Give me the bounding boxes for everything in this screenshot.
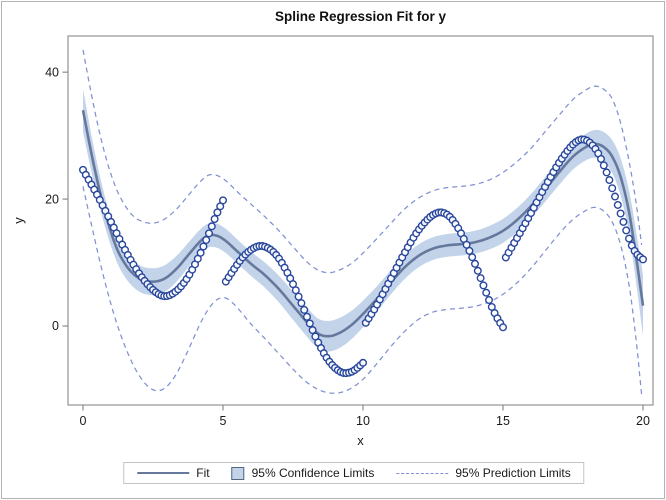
data-point xyxy=(473,266,482,275)
scatter-points xyxy=(79,135,648,378)
data-point xyxy=(485,296,494,305)
x-tick-label: 20 xyxy=(636,414,650,428)
legend-item-fit: Fit xyxy=(137,466,210,480)
y-axis: 0 20 40 y xyxy=(11,65,68,333)
data-point xyxy=(465,246,474,255)
data-point xyxy=(482,288,491,297)
data-point xyxy=(468,253,477,262)
legend-box: Fit 95% Confidence Limits 95% Prediction… xyxy=(123,462,585,484)
data-point xyxy=(199,242,208,251)
data-point xyxy=(300,305,309,314)
x-tick-label: 15 xyxy=(496,414,510,428)
data-point xyxy=(605,176,614,185)
data-point xyxy=(499,323,508,332)
legend-item-confidence: 95% Confidence Limits xyxy=(231,466,375,480)
data-point xyxy=(602,168,611,177)
data-point xyxy=(219,196,228,205)
data-point xyxy=(303,312,312,321)
y-tick-label: 0 xyxy=(52,319,59,333)
data-point xyxy=(308,326,317,335)
y-axis-label: y xyxy=(11,217,26,224)
x-axis-label: x xyxy=(357,433,364,448)
confidence-band xyxy=(83,88,643,352)
data-point xyxy=(294,292,303,301)
data-point xyxy=(476,274,485,283)
data-point xyxy=(297,299,306,308)
data-point xyxy=(616,209,625,218)
data-point xyxy=(479,281,488,290)
data-point xyxy=(210,215,219,224)
chart-title: Spline Regression Fit for y xyxy=(274,9,447,24)
data-point xyxy=(471,259,480,268)
legend-item-prediction: 95% Prediction Limits xyxy=(396,466,571,480)
data-point xyxy=(305,319,314,328)
x-tick-label: 5 xyxy=(220,414,227,428)
upper-prediction-line xyxy=(82,49,643,274)
data-point xyxy=(613,200,622,209)
data-point xyxy=(625,234,634,243)
y-tick-label: 20 xyxy=(45,192,59,206)
plot-inner xyxy=(79,49,648,395)
confidence-band-swatch xyxy=(231,466,245,480)
data-point xyxy=(196,248,205,257)
data-point xyxy=(291,286,300,295)
data-point xyxy=(619,217,628,226)
y-tick-label: 40 xyxy=(45,65,59,79)
plot-frame xyxy=(67,35,654,406)
data-point xyxy=(359,358,368,367)
prediction-line-swatch xyxy=(396,472,449,474)
data-point xyxy=(202,235,211,244)
x-tick-label: 0 xyxy=(80,414,87,428)
x-axis: 0 5 10 15 20 x xyxy=(80,405,650,448)
x-tick-label: 10 xyxy=(356,414,370,428)
data-point xyxy=(622,226,631,235)
legend-label-prediction: 95% Prediction Limits xyxy=(455,466,571,480)
data-point xyxy=(205,229,214,238)
legend-label-confidence: 95% Confidence Limits xyxy=(251,466,375,480)
data-point xyxy=(599,161,608,170)
lower-prediction-line xyxy=(82,186,643,395)
data-point xyxy=(608,184,617,193)
data-point xyxy=(597,154,606,163)
data-point xyxy=(639,255,648,264)
legend-label-fit: Fit xyxy=(196,466,210,480)
fit-line-swatch xyxy=(137,472,190,474)
data-point xyxy=(611,192,620,201)
data-point xyxy=(207,222,216,231)
